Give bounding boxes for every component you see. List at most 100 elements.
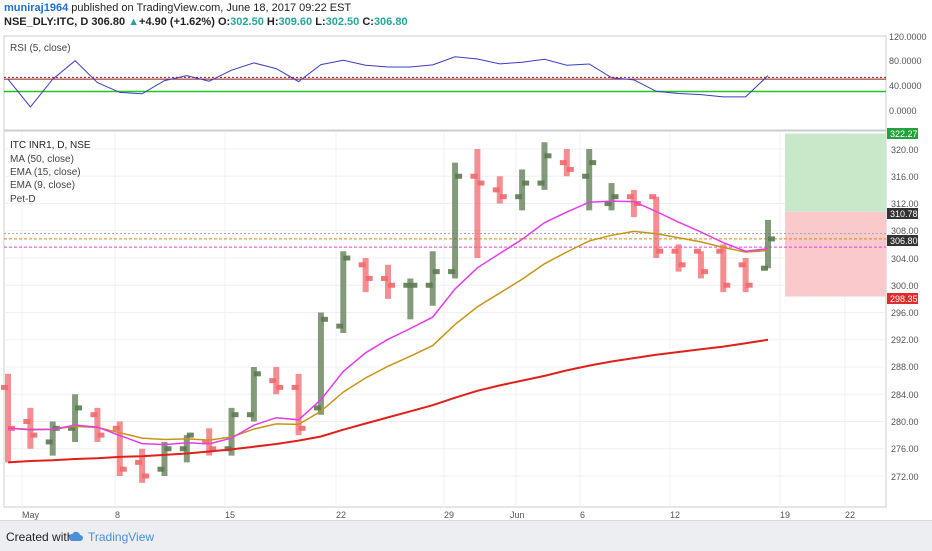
- price-tick: 308.00: [891, 226, 919, 236]
- position-zones: [785, 133, 886, 297]
- price-panel-frame: [3, 130, 887, 508]
- chart-canvas[interactable]: RSI (5, close) ITC INR1, D, NSE MA (50, …: [0, 30, 932, 520]
- price-axis: 320.00 316.00 312.00 308.00 304.00 300.0…: [891, 145, 919, 482]
- price-tag-last: 306.80: [887, 235, 918, 246]
- author-link[interactable]: muniraj1964: [4, 2, 69, 14]
- candle: [313, 312, 328, 415]
- candle: [358, 258, 373, 293]
- created-with-label: Created with: [6, 530, 74, 544]
- price-tag-stop-bg: [887, 293, 918, 304]
- x-label: Jun: [510, 510, 525, 520]
- legend-pet-d: Pet-D: [10, 194, 36, 205]
- rsi-tick-0: 0.0000: [889, 106, 917, 116]
- candle: [336, 251, 351, 333]
- x-label: 22: [336, 510, 346, 520]
- price-tag-entry-text: 310.78: [890, 209, 918, 219]
- price-tick: 284.00: [891, 390, 919, 400]
- candle: [761, 219, 775, 271]
- candle: [269, 367, 284, 395]
- candle: [492, 176, 507, 204]
- price-tick: 316.00: [891, 172, 919, 182]
- open-label: O:: [217, 16, 231, 28]
- cloud-logo-icon: [68, 531, 83, 541]
- price-tag-entry-bg: [887, 208, 918, 219]
- rsi-tick-80: 80.0000: [889, 56, 922, 66]
- rsi-panel-frame: [3, 35, 887, 131]
- x-label: 29: [444, 510, 454, 520]
- candle: [470, 149, 485, 258]
- x-label: 8: [115, 510, 120, 520]
- candle: [90, 407, 105, 442]
- high-value: 309.60: [278, 16, 313, 28]
- publish-info: published on TradingView.com, June 18, 2…: [71, 2, 352, 14]
- candle: [537, 142, 552, 190]
- x-label: 15: [225, 510, 235, 520]
- low-value: 302.50: [325, 16, 360, 28]
- candle: [693, 248, 708, 279]
- last-price: 306.80: [91, 16, 126, 28]
- indicator-lines: [7, 200, 769, 464]
- target-zone: [785, 133, 886, 212]
- legend-ma50: MA (50, close): [10, 154, 74, 165]
- candle: [381, 264, 395, 299]
- candle: [291, 373, 306, 436]
- price-tick: 296.00: [891, 308, 919, 318]
- candle: [157, 441, 172, 476]
- candle: [604, 183, 619, 211]
- open-value: 302.50: [230, 16, 264, 28]
- x-label: 12: [670, 510, 680, 520]
- price-tick: 272.00: [891, 472, 919, 482]
- reference-lines: [4, 232, 886, 248]
- candle: [448, 162, 463, 279]
- price-tick: 292.00: [891, 335, 919, 345]
- high-label: H:: [266, 16, 279, 28]
- candle: [649, 194, 664, 258]
- publish-line: muniraj1964 published on TradingView.com…: [4, 2, 351, 14]
- candle: [582, 149, 597, 211]
- x-label: May: [22, 510, 40, 520]
- x-label: 22: [845, 510, 855, 520]
- ma50-line: [7, 338, 769, 464]
- candle: [135, 448, 150, 483]
- candle: [68, 394, 83, 442]
- candle: [738, 258, 753, 293]
- price-tag-last-text: 306.80: [890, 236, 918, 246]
- price-tick: 300.00: [891, 281, 919, 291]
- price-tick: 320.00: [891, 145, 919, 155]
- price-tag-last-bg: [887, 235, 918, 246]
- stop-zone: [785, 211, 886, 297]
- price-tick: 280.00: [891, 417, 919, 427]
- ohlc-line: NSE_DLY:ITC, D 306.80 ▲+4.90 (+1.62%) O:…: [4, 16, 408, 28]
- tradingview-brand[interactable]: TradingView: [88, 530, 155, 544]
- ema9-line: [7, 200, 769, 446]
- price-tick: 312.00: [891, 199, 919, 209]
- price-tag-target-text: 322.27: [890, 129, 918, 139]
- price-tick: 288.00: [891, 362, 919, 372]
- candle: [112, 421, 127, 476]
- price-tag-target-bg: [887, 128, 918, 139]
- rsi-title: RSI (5, close): [10, 43, 71, 54]
- candles-layer[interactable]: [1, 142, 775, 483]
- chart-header: muniraj1964 published on TradingView.com…: [0, 0, 932, 30]
- candle: [425, 251, 440, 306]
- close-label: C:: [362, 16, 374, 28]
- price-tag-stop-text: 298.35: [890, 294, 918, 304]
- rsi-tick-120: 120.0000: [889, 32, 927, 42]
- candle: [45, 421, 60, 456]
- candle: [23, 407, 38, 449]
- candle: [246, 367, 261, 422]
- price-tag-entry: 310.78: [887, 208, 918, 219]
- grid: [4, 131, 886, 507]
- candle: [179, 432, 194, 463]
- x-label: 19: [780, 510, 790, 520]
- up-arrow-icon: ▲: [128, 16, 140, 28]
- candle: [559, 149, 574, 177]
- low-label: L:: [315, 16, 326, 28]
- symbol-label: NSE_DLY:ITC, D: [4, 16, 89, 28]
- price-tick: 304.00: [891, 254, 919, 264]
- rsi-layer: [4, 56, 886, 108]
- ema15-line: [7, 230, 769, 441]
- legend-symbol: ITC INR1, D, NSE: [10, 140, 91, 151]
- price-change: +4.90 (+1.62%): [139, 16, 215, 28]
- footer-bar: Created with TradingView: [0, 520, 932, 551]
